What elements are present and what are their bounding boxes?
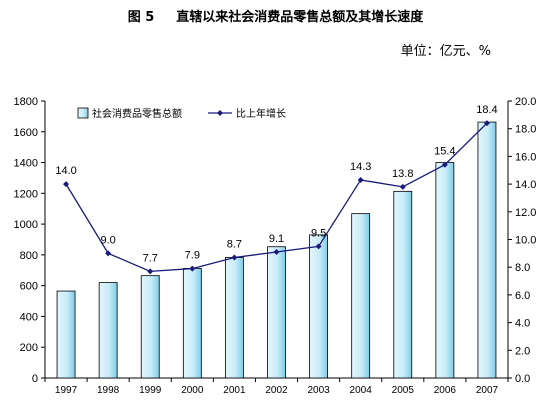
growth-point [399,183,406,190]
left-tick-label: 1800 [14,96,38,108]
bar [56,290,76,379]
left-tick-label: 600 [20,281,38,293]
figure-number: 图 5 [127,10,155,25]
growth-data-label: 8.7 [227,239,242,251]
growth-point [315,243,322,250]
right-tick-label: 6.0 [515,290,530,302]
x-tick-label: 2001 [223,385,246,396]
right-tick-label: 20.0 [515,96,536,108]
left-tick-label: 1200 [14,188,38,200]
right-tick-label: 18.0 [515,124,536,136]
growth-data-label: 7.9 [185,250,200,262]
growth-point [483,120,490,127]
growth-data-label: 13.8 [392,168,413,180]
growth-data-label: 14.0 [55,165,76,177]
x-tick-label: 2003 [307,385,330,396]
x-tick-label: 2007 [476,385,499,396]
legend-bar-swatch [77,107,89,119]
right-tick-label: 2.0 [515,345,530,357]
right-tick-label: 4.0 [515,318,530,330]
left-tick-label: 400 [20,311,38,323]
bar [351,213,371,379]
bar [182,268,202,379]
growth-data-label: 9.0 [100,234,115,246]
left-tick-label: 1000 [14,219,38,231]
bar [393,190,413,379]
bar [98,282,118,379]
unit-label: 单位：亿元、% [400,44,491,59]
growth-data-label: 14.3 [350,161,371,173]
left-tick-label: 800 [20,250,38,262]
growth-point [105,250,112,257]
legend-bar-label: 社会消费品零售总额 [92,107,182,120]
x-tick-label: 2005 [392,385,415,396]
right-tick-label: 14.0 [515,179,536,191]
right-tick-label: 8.0 [515,262,530,274]
left-tick-label: 200 [20,342,38,354]
x-tick-label: 2004 [350,385,373,396]
x-tick-label: 2006 [434,385,457,396]
x-tick-label: 1999 [139,385,162,396]
bar [140,275,160,379]
growth-data-label: 15.4 [434,146,455,158]
growth-data-label: 9.1 [269,233,284,245]
chart-title: 图 5 直辖以来社会消费品零售总额及其增长速度 [0,6,551,25]
left-tick-label: 0 [32,373,38,385]
growth-data-label: 18.4 [476,104,497,116]
right-tick-label: 16.0 [515,151,536,163]
x-tick-label: 1997 [55,385,78,396]
legend-line-label: 比上年增长 [236,107,286,120]
x-tick-label: 2002 [265,385,288,396]
bar [225,257,244,379]
x-tick-label: 2000 [181,385,204,396]
growth-point [273,248,280,255]
title-text: 直辖以来社会消费品零售总额及其增长速度 [176,10,424,25]
right-tick-label: 0.0 [515,373,530,385]
growth-data-label: 7.7 [143,252,158,264]
growth-point [231,254,238,261]
legend-line-marker [217,110,223,116]
growth-point [189,265,196,272]
bar [435,162,455,379]
x-tick-label: 1998 [97,385,120,396]
growth-point [147,268,154,275]
bar [267,246,286,379]
left-tick-label: 1400 [14,158,38,170]
growth-point [63,181,70,188]
growth-point [357,176,364,183]
right-tick-label: 12.0 [515,207,536,219]
growth-data-label: 9.5 [311,227,326,239]
growth-point [441,161,448,168]
left-tick-label: 1600 [14,127,38,139]
bar [477,121,497,379]
bar [309,234,328,379]
right-tick-label: 10.0 [515,235,536,247]
